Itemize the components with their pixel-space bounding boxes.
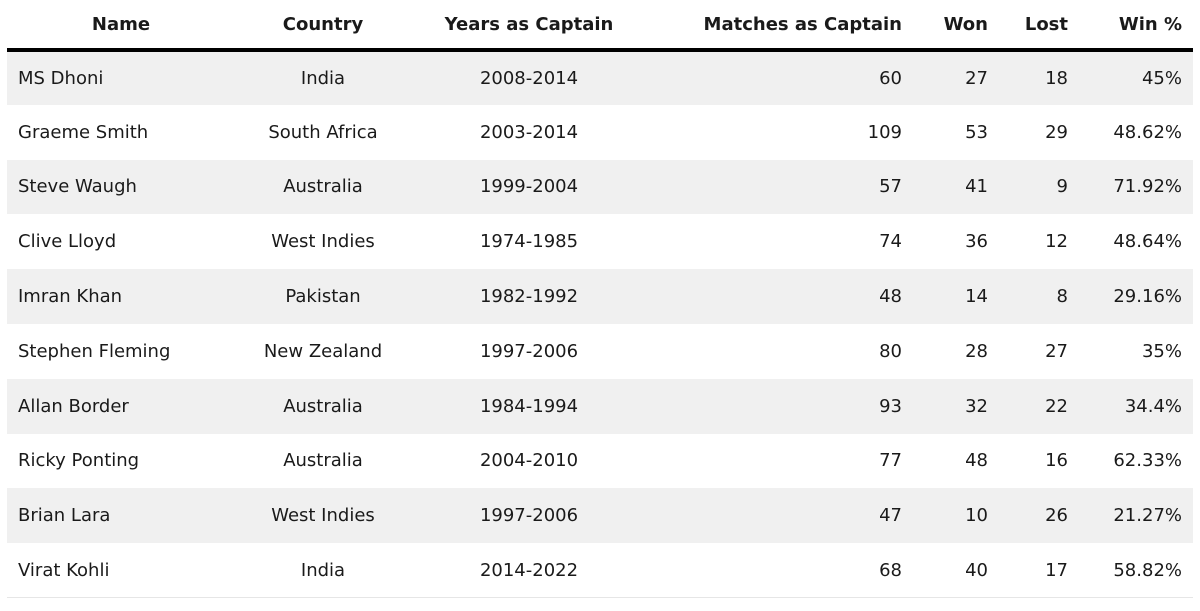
cell-name: Ricky Ponting bbox=[7, 433, 235, 489]
cell-country: India bbox=[235, 50, 411, 105]
cell-win-percent: 34.4% bbox=[1079, 378, 1193, 434]
cell-lost: 29 bbox=[999, 104, 1079, 160]
table-row: Allan Border Australia 1984-1994 93 32 22 34.4… bbox=[7, 378, 1193, 434]
cell-win-percent: 48.62% bbox=[1079, 104, 1193, 160]
cell-years-as-captain: 1997-2006 bbox=[411, 488, 647, 544]
cell-lost: 26 bbox=[999, 488, 1079, 544]
cell-won: 10 bbox=[913, 488, 999, 544]
cell-country: India bbox=[235, 543, 411, 599]
captains-table-container: Name Country Years as Captain Matches as… bbox=[7, 0, 1193, 599]
cell-lost: 22 bbox=[999, 378, 1079, 434]
cell-win-percent: 21.27% bbox=[1079, 488, 1193, 544]
cell-matches-as-captain: 47 bbox=[647, 488, 913, 544]
cell-won: 14 bbox=[913, 269, 999, 324]
cell-matches-as-captain: 48 bbox=[647, 269, 913, 324]
cell-matches-as-captain: 60 bbox=[647, 50, 913, 105]
cell-won: 40 bbox=[913, 543, 999, 599]
cell-win-percent: 35% bbox=[1079, 323, 1193, 379]
cell-lost: 27 bbox=[999, 323, 1079, 379]
cell-country: West Indies bbox=[235, 214, 411, 270]
cell-matches-as-captain: 93 bbox=[647, 378, 913, 434]
cell-name: Allan Border bbox=[7, 378, 235, 434]
table-row: Graeme Smith South Africa 2003-2014 109 53 29… bbox=[7, 104, 1193, 160]
cell-country: West Indies bbox=[235, 488, 411, 544]
cell-won: 32 bbox=[913, 378, 999, 434]
cell-win-percent: 29.16% bbox=[1079, 269, 1193, 324]
cell-won: 41 bbox=[913, 159, 999, 215]
cell-years-as-captain: 2014-2022 bbox=[411, 543, 647, 599]
cell-name: Brian Lara bbox=[7, 488, 235, 544]
cell-win-percent: 62.33% bbox=[1079, 433, 1193, 489]
header-country: Country bbox=[235, 0, 411, 52]
cell-name: Virat Kohli bbox=[7, 543, 235, 599]
cell-lost: 8 bbox=[999, 269, 1079, 324]
header-won: Won bbox=[913, 0, 999, 52]
header-matches-as-captain: Matches as Captain bbox=[647, 0, 913, 52]
cell-lost: 18 bbox=[999, 50, 1079, 105]
cell-name: Stephen Fleming bbox=[7, 323, 235, 379]
table-row: Ricky Ponting Australia 2004-2010 77 48 16 62.… bbox=[7, 433, 1193, 489]
cell-years-as-captain: 1974-1985 bbox=[411, 214, 647, 270]
header-name: Name bbox=[7, 0, 235, 52]
cell-years-as-captain: 1984-1994 bbox=[411, 378, 647, 434]
table-body: MS Dhoni India 2008-2014 60 27 18 45% Graeme Sm… bbox=[7, 50, 1193, 599]
table-row: Brian Lara West Indies 1997-2006 47 10 26 21.2… bbox=[7, 488, 1193, 544]
cell-name: Clive Lloyd bbox=[7, 214, 235, 270]
cell-country: Australia bbox=[235, 378, 411, 434]
cell-lost: 16 bbox=[999, 433, 1079, 489]
cell-lost: 12 bbox=[999, 214, 1079, 270]
cell-name: Steve Waugh bbox=[7, 159, 235, 215]
cell-won: 27 bbox=[913, 50, 999, 105]
cell-years-as-captain: 2008-2014 bbox=[411, 50, 647, 105]
table-row: Imran Khan Pakistan 1982-1992 48 14 8 29.16% bbox=[7, 269, 1193, 324]
cell-country: Australia bbox=[235, 159, 411, 215]
cell-matches-as-captain: 57 bbox=[647, 159, 913, 215]
cell-country: Australia bbox=[235, 433, 411, 489]
table-header: Name Country Years as Captain Matches as… bbox=[7, 0, 1193, 52]
table-row: Steve Waugh Australia 1999-2004 57 41 9 71.92% bbox=[7, 159, 1193, 215]
cell-matches-as-captain: 68 bbox=[647, 543, 913, 599]
cell-name: Graeme Smith bbox=[7, 104, 235, 160]
cell-won: 53 bbox=[913, 104, 999, 160]
table-row: Clive Lloyd West Indies 1974-1985 74 36 12 48.… bbox=[7, 214, 1193, 270]
cell-years-as-captain: 2004-2010 bbox=[411, 433, 647, 489]
cell-won: 28 bbox=[913, 323, 999, 379]
table-row: MS Dhoni India 2008-2014 60 27 18 45% bbox=[7, 50, 1193, 105]
cell-won: 36 bbox=[913, 214, 999, 270]
cell-years-as-captain: 1982-1992 bbox=[411, 269, 647, 324]
header-years-as-captain: Years as Captain bbox=[411, 0, 647, 52]
header-lost: Lost bbox=[999, 0, 1079, 52]
header-win-percent: Win % bbox=[1079, 0, 1193, 52]
cell-years-as-captain: 1999-2004 bbox=[411, 159, 647, 215]
cell-name: Imran Khan bbox=[7, 269, 235, 324]
cell-win-percent: 48.64% bbox=[1079, 214, 1193, 270]
cell-name: MS Dhoni bbox=[7, 50, 235, 105]
cell-matches-as-captain: 74 bbox=[647, 214, 913, 270]
header-row: Name Country Years as Captain Matches as… bbox=[7, 0, 1193, 52]
table-row: Virat Kohli India 2014-2022 68 40 17 58.82% bbox=[7, 543, 1193, 599]
cell-matches-as-captain: 109 bbox=[647, 104, 913, 160]
captains-table: Name Country Years as Captain Matches as… bbox=[7, 0, 1193, 599]
cell-country: South Africa bbox=[235, 104, 411, 160]
cell-lost: 9 bbox=[999, 159, 1079, 215]
cell-years-as-captain: 1997-2006 bbox=[411, 323, 647, 379]
cell-lost: 17 bbox=[999, 543, 1079, 599]
cell-matches-as-captain: 77 bbox=[647, 433, 913, 489]
cell-win-percent: 45% bbox=[1079, 50, 1193, 105]
cell-years-as-captain: 2003-2014 bbox=[411, 104, 647, 160]
cell-country: New Zealand bbox=[235, 323, 411, 379]
cell-win-percent: 58.82% bbox=[1079, 543, 1193, 599]
cell-win-percent: 71.92% bbox=[1079, 159, 1193, 215]
table-row: Stephen Fleming New Zealand 1997-2006 80 28 2… bbox=[7, 323, 1193, 379]
cell-matches-as-captain: 80 bbox=[647, 323, 913, 379]
cell-country: Pakistan bbox=[235, 269, 411, 324]
cell-won: 48 bbox=[913, 433, 999, 489]
